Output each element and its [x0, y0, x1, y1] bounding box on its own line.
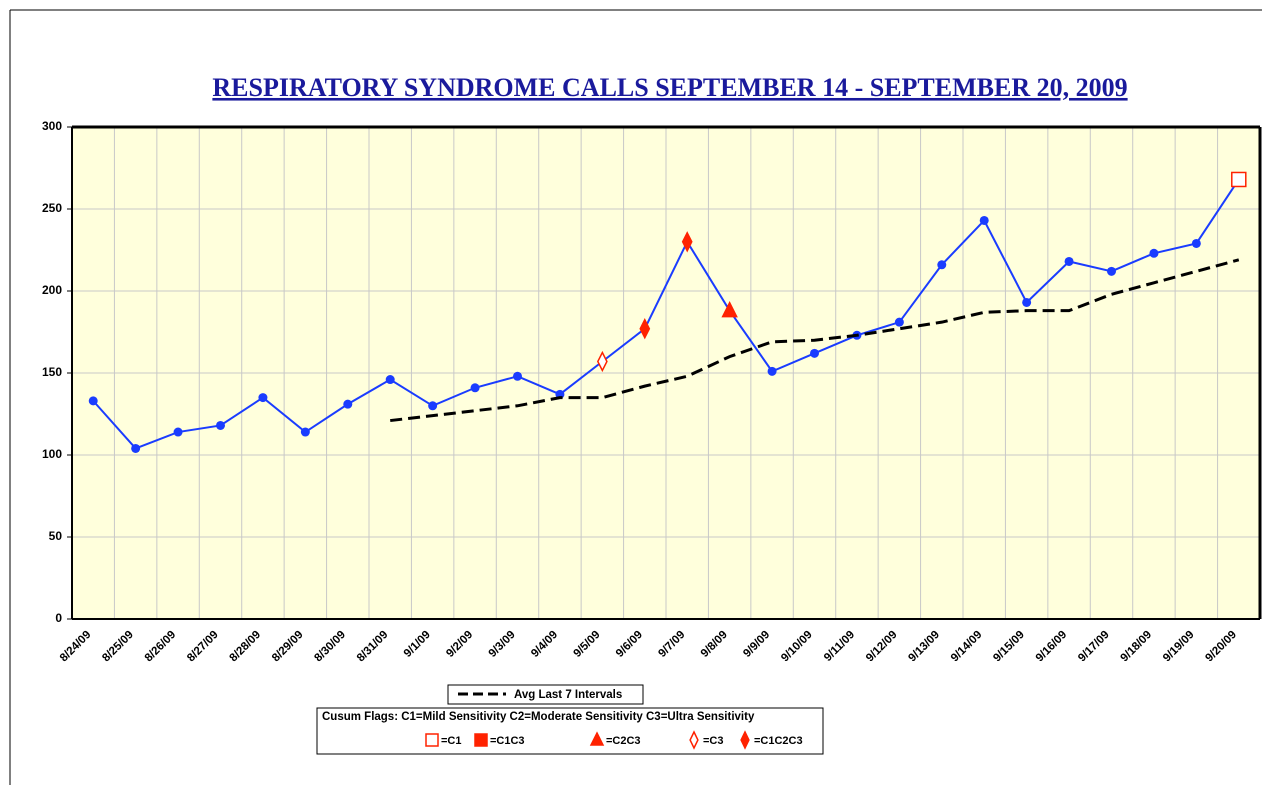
x-tick-label: 9/15/09 — [991, 629, 1027, 665]
y-tick-label: 300 — [42, 119, 62, 133]
x-tick-label: 9/5/09 — [572, 629, 603, 660]
x-tick-label: 9/6/09 — [614, 629, 645, 660]
data-point — [1064, 256, 1074, 266]
data-point — [979, 215, 989, 225]
flag-legend-box — [316, 707, 824, 755]
x-tick-label: 9/1/09 — [402, 629, 433, 660]
data-point — [1022, 297, 1032, 307]
y-tick-label: 200 — [42, 283, 62, 297]
legend-marker — [740, 730, 750, 750]
x-tick-label: 9/17/09 — [1076, 629, 1112, 665]
data-point — [131, 443, 141, 453]
flag-marker — [721, 301, 738, 318]
y-tick-label: 100 — [42, 447, 62, 461]
legend-marker — [425, 733, 439, 747]
data-point — [88, 396, 98, 406]
y-tick-label: 250 — [42, 201, 62, 215]
x-tick-label: 9/2/09 — [444, 629, 475, 660]
x-tick-label: 9/11/09 — [822, 629, 857, 664]
legend-marker — [589, 731, 605, 746]
data-point — [810, 348, 819, 358]
data-point — [300, 427, 310, 437]
x-tick-label: 8/29/09 — [270, 629, 306, 665]
legend-label: Avg Last 7 Intervals — [514, 689, 622, 701]
chart-title: RESPIRATORY SYNDROME CALLS SEPTEMBER 14 … — [212, 73, 1127, 102]
x-tick-label: 9/8/09 — [699, 629, 730, 660]
y-tick-label: 150 — [42, 365, 62, 379]
data-point — [1149, 248, 1159, 258]
flag-legend-caption: Cusum Flags: C1=Mild Sensitivity C2=Mode… — [322, 711, 755, 723]
x-tick-label: 9/10/09 — [779, 629, 815, 665]
data-point — [385, 375, 395, 385]
x-tick-label: 8/24/09 — [58, 629, 94, 665]
data-point — [470, 383, 480, 393]
flag-marker — [639, 318, 651, 340]
data-point — [767, 366, 777, 376]
flag-legend-label: =C1C3 — [490, 735, 525, 747]
flag-legend-label: =C2C3 — [606, 735, 641, 747]
data-point — [937, 260, 947, 270]
legend-box — [447, 684, 644, 705]
x-tick-label: 9/14/09 — [949, 629, 985, 665]
x-tick-label: 8/25/09 — [100, 629, 136, 665]
series-line — [92, 178, 1240, 450]
flag-marker — [596, 350, 608, 373]
y-tick-label: 50 — [49, 529, 63, 543]
x-tick-label: 9/13/09 — [906, 629, 942, 665]
legend-marker — [689, 730, 699, 750]
x-tick-label: 9/9/09 — [741, 629, 772, 660]
x-tick-label: 9/20/09 — [1203, 629, 1239, 665]
flag-legend-label: =C3 — [703, 735, 724, 747]
legend-marker — [474, 733, 488, 747]
x-tick-label: 9/12/09 — [864, 629, 900, 665]
data-point — [513, 371, 522, 381]
data-point — [216, 420, 225, 430]
x-tick-label: 9/16/09 — [1034, 629, 1070, 665]
data-point — [343, 399, 353, 409]
x-tick-label: 9/3/09 — [487, 629, 518, 660]
data-point — [258, 393, 268, 403]
x-tick-label: 9/4/09 — [529, 629, 560, 660]
x-tick-label: 9/7/09 — [656, 629, 687, 660]
x-tick-label: 9/19/09 — [1161, 629, 1197, 665]
x-tick-label: 8/28/09 — [228, 629, 264, 665]
flag-legend-label: =C1C2C3 — [754, 735, 803, 747]
x-tick-label: 9/18/09 — [1119, 629, 1155, 665]
flag-legend-label: =C1 — [441, 735, 462, 747]
data-point — [428, 401, 438, 411]
flag-marker — [681, 231, 693, 253]
x-tick-label: 8/26/09 — [143, 629, 179, 665]
average-line — [390, 258, 1240, 423]
x-tick-label: 8/31/09 — [355, 629, 391, 665]
x-tick-label: 8/27/09 — [185, 629, 221, 665]
x-tick-label: 8/30/09 — [312, 629, 348, 665]
flag-marker — [1231, 171, 1247, 188]
data-point — [1107, 266, 1116, 276]
data-point — [1191, 238, 1201, 248]
y-tick-label: 0 — [55, 611, 62, 625]
data-point — [173, 427, 183, 437]
data-point — [894, 317, 904, 327]
